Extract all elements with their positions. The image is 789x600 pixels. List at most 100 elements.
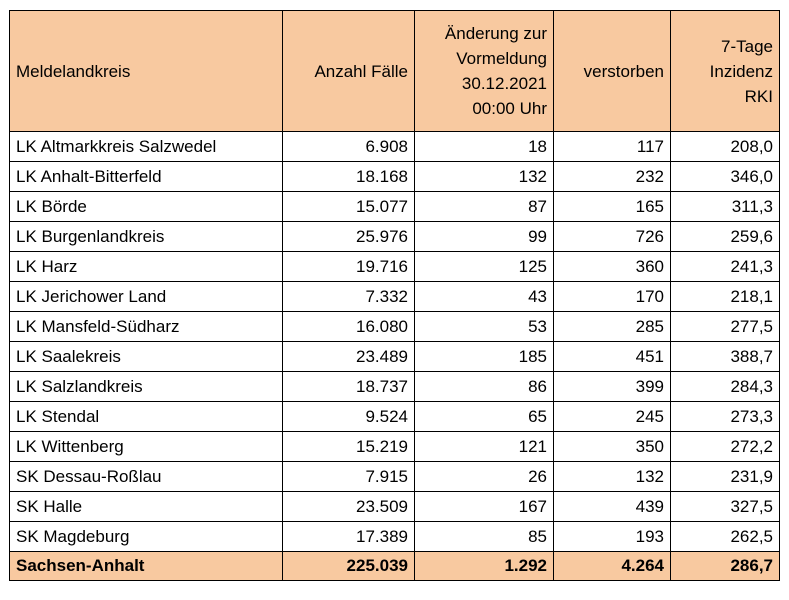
cell-aenderung: 185 bbox=[414, 341, 554, 372]
cell-aenderung: 132 bbox=[414, 161, 554, 192]
cell-aenderung: 43 bbox=[414, 281, 554, 312]
header-line: Meldelandkreis bbox=[16, 61, 131, 81]
cell-aenderung: 99 bbox=[414, 221, 554, 252]
table-row: LK Burgenlandkreis 25.976 99 726 259,6 bbox=[9, 221, 780, 252]
cell-anzahl-faelle: 18.737 bbox=[282, 371, 415, 402]
cell-meldelandkreis: LK Stendal bbox=[9, 401, 283, 432]
table-row: SK Halle 23.509 167 439 327,5 bbox=[9, 491, 780, 522]
table-row: SK Dessau-Roßlau 7.915 26 132 231,9 bbox=[9, 461, 780, 492]
cell-anzahl-faelle: 25.976 bbox=[282, 221, 415, 252]
cell-anzahl-faelle: 15.077 bbox=[282, 191, 415, 222]
cell-aenderung: 18 bbox=[414, 131, 554, 162]
total-aenderung: 1.292 bbox=[414, 551, 554, 581]
cell-anzahl-faelle: 18.168 bbox=[282, 161, 415, 192]
table-row: LK Harz 19.716 125 360 241,3 bbox=[9, 251, 780, 282]
cell-inzidenz: 231,9 bbox=[670, 461, 780, 492]
cell-inzidenz: 241,3 bbox=[670, 251, 780, 282]
table-row: LK Stendal 9.524 65 245 273,3 bbox=[9, 401, 780, 432]
cell-meldelandkreis: LK Mansfeld-Südharz bbox=[9, 311, 283, 342]
cell-aenderung: 26 bbox=[414, 461, 554, 492]
table-row: LK Jerichower Land 7.332 43 170 218,1 bbox=[9, 281, 780, 312]
cell-verstorben: 170 bbox=[553, 281, 671, 312]
table-row: LK Börde 15.077 87 165 311,3 bbox=[9, 191, 780, 222]
cell-anzahl-faelle: 6.908 bbox=[282, 131, 415, 162]
cell-aenderung: 65 bbox=[414, 401, 554, 432]
table-row: LK Anhalt-Bitterfeld 18.168 132 232 346,… bbox=[9, 161, 780, 192]
cell-anzahl-faelle: 23.489 bbox=[282, 341, 415, 372]
cell-meldelandkreis: LK Börde bbox=[9, 191, 283, 222]
total-label: Sachsen-Anhalt bbox=[9, 551, 283, 581]
header-line: 00:00 Uhr bbox=[472, 99, 547, 118]
cell-inzidenz: 273,3 bbox=[670, 401, 780, 432]
cell-verstorben: 165 bbox=[553, 191, 671, 222]
cell-inzidenz: 218,1 bbox=[670, 281, 780, 312]
header-line: Änderung zur bbox=[444, 24, 547, 43]
header-line: 30.12.2021 bbox=[461, 74, 547, 93]
cell-meldelandkreis: LK Saalekreis bbox=[9, 341, 283, 372]
header-line: Vormeldung bbox=[456, 49, 547, 68]
total-inzidenz: 286,7 bbox=[670, 551, 780, 581]
cell-inzidenz: 277,5 bbox=[670, 311, 780, 342]
header-7-tage-inzidenz: 7-Tage Inzidenz RKI bbox=[670, 10, 780, 132]
cell-anzahl-faelle: 19.716 bbox=[282, 251, 415, 282]
cell-inzidenz: 346,0 bbox=[670, 161, 780, 192]
header-line: RKI bbox=[744, 86, 773, 106]
header-verstorben: verstorben bbox=[553, 10, 671, 132]
header-line: Inzidenz bbox=[709, 61, 773, 81]
cell-verstorben: 439 bbox=[553, 491, 671, 522]
cell-aenderung: 125 bbox=[414, 251, 554, 282]
total-verstorben: 4.264 bbox=[553, 551, 671, 581]
cell-verstorben: 232 bbox=[553, 161, 671, 192]
header-line: verstorben bbox=[583, 61, 664, 81]
cell-anzahl-faelle: 16.080 bbox=[282, 311, 415, 342]
cell-verstorben: 193 bbox=[553, 521, 671, 552]
header-anzahl-faelle: Anzahl Fälle bbox=[282, 10, 415, 132]
cell-anzahl-faelle: 9.524 bbox=[282, 401, 415, 432]
header-row: Meldelandkreis Anzahl Fälle Änderung zur… bbox=[9, 10, 780, 132]
cell-meldelandkreis: LK Jerichower Land bbox=[9, 281, 283, 312]
header-meldelandkreis: Meldelandkreis bbox=[9, 10, 283, 132]
cell-verstorben: 132 bbox=[553, 461, 671, 492]
cell-meldelandkreis: LK Anhalt-Bitterfeld bbox=[9, 161, 283, 192]
cell-inzidenz: 284,3 bbox=[670, 371, 780, 402]
cell-anzahl-faelle: 7.332 bbox=[282, 281, 415, 312]
table-row: SK Magdeburg 17.389 85 193 262,5 bbox=[9, 521, 780, 552]
cell-meldelandkreis: SK Dessau-Roßlau bbox=[9, 461, 283, 492]
header-line: Anzahl Fälle bbox=[314, 61, 408, 81]
cell-verstorben: 360 bbox=[553, 251, 671, 282]
cell-verstorben: 285 bbox=[553, 311, 671, 342]
cell-meldelandkreis: LK Salzlandkreis bbox=[9, 371, 283, 402]
cell-aenderung: 167 bbox=[414, 491, 554, 522]
cell-inzidenz: 327,5 bbox=[670, 491, 780, 522]
cell-meldelandkreis: LK Burgenlandkreis bbox=[9, 221, 283, 252]
cell-verstorben: 117 bbox=[553, 131, 671, 162]
cell-inzidenz: 311,3 bbox=[670, 191, 780, 222]
cell-inzidenz: 208,0 bbox=[670, 131, 780, 162]
cell-inzidenz: 272,2 bbox=[670, 431, 780, 462]
table-row: LK Saalekreis 23.489 185 451 388,7 bbox=[9, 341, 780, 372]
cell-aenderung: 85 bbox=[414, 521, 554, 552]
cell-verstorben: 245 bbox=[553, 401, 671, 432]
header-aenderung-vormeldung: Änderung zur Vormeldung 30.12.2021 00:00… bbox=[414, 10, 554, 132]
cell-inzidenz: 262,5 bbox=[670, 521, 780, 552]
total-row: Sachsen-Anhalt 225.039 1.292 4.264 286,7 bbox=[9, 551, 780, 581]
cell-meldelandkreis: LK Altmarkkreis Salzwedel bbox=[9, 131, 283, 162]
cell-verstorben: 451 bbox=[553, 341, 671, 372]
cell-verstorben: 726 bbox=[553, 221, 671, 252]
cell-meldelandkreis: LK Harz bbox=[9, 251, 283, 282]
cell-aenderung: 86 bbox=[414, 371, 554, 402]
cell-anzahl-faelle: 17.389 bbox=[282, 521, 415, 552]
cell-anzahl-faelle: 15.219 bbox=[282, 431, 415, 462]
cell-aenderung: 87 bbox=[414, 191, 554, 222]
cell-aenderung: 53 bbox=[414, 311, 554, 342]
table-row: LK Wittenberg 15.219 121 350 272,2 bbox=[9, 431, 780, 462]
cell-meldelandkreis: LK Wittenberg bbox=[9, 431, 283, 462]
table-row: LK Mansfeld-Südharz 16.080 53 285 277,5 bbox=[9, 311, 780, 342]
table-row: LK Altmarkkreis Salzwedel 6.908 18 117 2… bbox=[9, 131, 780, 162]
cell-verstorben: 350 bbox=[553, 431, 671, 462]
cell-inzidenz: 388,7 bbox=[670, 341, 780, 372]
cell-verstorben: 399 bbox=[553, 371, 671, 402]
total-anzahl-faelle: 225.039 bbox=[282, 551, 415, 581]
cell-meldelandkreis: SK Magdeburg bbox=[9, 521, 283, 552]
cell-inzidenz: 259,6 bbox=[670, 221, 780, 252]
